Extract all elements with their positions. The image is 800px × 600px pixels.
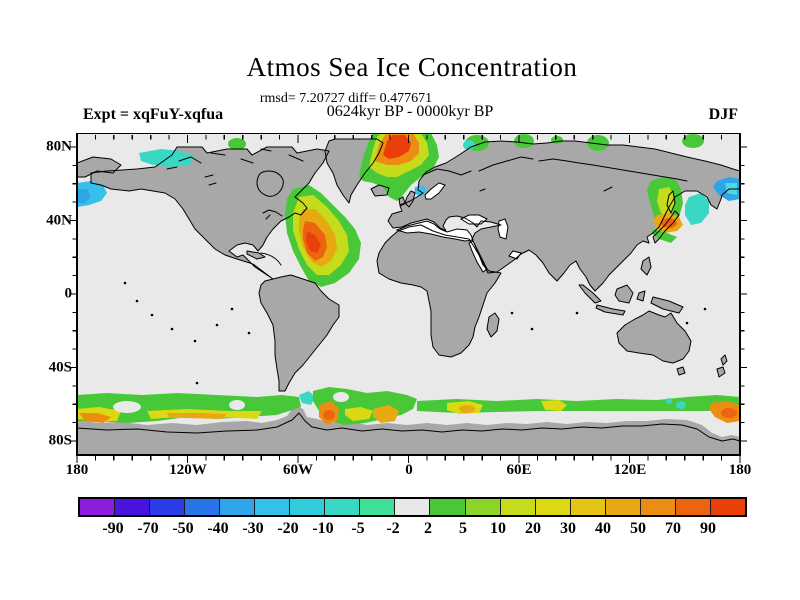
axis-ticks — [70, 135, 747, 463]
band-gap-1 — [113, 401, 141, 413]
stats-line: rmsd= 7.20727 diff= 0.477671 — [259, 91, 433, 106]
anomaly-band-right-yellow2 — [541, 400, 567, 411]
colorbar-segment — [500, 499, 536, 515]
colorbar-label: 5 — [459, 520, 467, 537]
colorbar-segment — [570, 499, 606, 515]
colorbar-segment — [710, 499, 745, 515]
colorbar-label: -2 — [386, 520, 400, 537]
colorbar-label: 70 — [665, 520, 681, 537]
colorbar-label: -20 — [277, 520, 299, 537]
arctic-lakes — [204, 174, 613, 192]
colorbar-segment — [605, 499, 641, 515]
colorbar-segment — [255, 499, 291, 515]
y-axis-label-40s: 40S — [48, 359, 72, 376]
hudson-bay-outline — [256, 170, 284, 197]
colorbar-segment — [535, 499, 571, 515]
colorbar-segment — [465, 499, 501, 515]
x-axis-label-120w: 120W — [169, 462, 207, 478]
y-axis-label-40n: 40N — [46, 212, 72, 229]
colorbar-label: 2 — [424, 520, 432, 537]
colorbar-label: 40 — [595, 520, 611, 537]
y-axis-label-80n: 80N — [46, 138, 72, 155]
colorbar-segment — [640, 499, 676, 515]
colorbar-segment — [360, 499, 396, 515]
colorbar-label: -10 — [312, 520, 334, 537]
caspian-sea — [497, 218, 509, 240]
great-lakes-outline — [262, 209, 283, 220]
band-gap-3 — [333, 392, 349, 402]
world-map — [70, 133, 747, 463]
colorbar-label: 50 — [630, 520, 646, 537]
experiment-label: Expt = xqFuY-xqfua — [83, 106, 224, 123]
x-axis-label-120e: 120E — [613, 462, 647, 478]
anomaly-arctic-spot — [228, 138, 246, 150]
colorbar-segment — [430, 499, 466, 515]
anomaly-weddell-yellow — [345, 407, 373, 421]
archipelago-detail — [166, 148, 304, 170]
colorbar-label: -70 — [137, 520, 159, 537]
season-label: DJF — [708, 106, 738, 123]
colorbar-segment — [220, 499, 256, 515]
anomaly-siberia-3 — [551, 136, 563, 144]
x-axis-label-60w: 60W — [283, 462, 313, 478]
x-axis-label-180e: 180 — [728, 462, 752, 478]
colorbar-segment — [675, 499, 711, 515]
y-axis-label-0: 0 — [64, 285, 73, 302]
anomaly-band-left-orange2 — [167, 413, 227, 419]
colorbar-label: -50 — [172, 520, 194, 537]
colorbar-segment — [290, 499, 326, 515]
colorbar-label: 10 — [490, 520, 506, 537]
colorbar-segment — [150, 499, 186, 515]
anomaly-kamchatka-cyan — [685, 193, 709, 225]
period-line: 0624kyr BP - 0000kyr BP — [326, 103, 494, 120]
colorbar-segment — [325, 499, 361, 515]
coastlines — [77, 138, 740, 442]
anomaly-antarctic-band-right — [417, 395, 740, 413]
anomaly-siberia-2 — [514, 134, 534, 148]
anomaly-weddell-core1 — [323, 410, 335, 420]
colorbar-label: 90 — [700, 520, 716, 537]
antarctica-coastline — [77, 412, 740, 442]
colorbar-segment — [185, 499, 221, 515]
colorbar-label: -30 — [242, 520, 264, 537]
anomaly-norwegian-core — [383, 135, 411, 159]
anomaly-band-right-core — [721, 408, 737, 418]
anomaly-bering-west-core — [77, 189, 91, 203]
x-axis-label-60e: 60E — [506, 462, 532, 478]
anomaly-band-right-cyan1 — [676, 401, 686, 409]
anomaly-siberia-1-cyan — [463, 140, 475, 150]
plot-title: Atmos Sea Ice Concentration — [246, 52, 578, 82]
anomaly-band-left-orange1 — [79, 413, 111, 423]
colorbar-label: 20 — [525, 520, 541, 537]
anomaly-band-right-orange1 — [459, 405, 475, 413]
y-axis-label-80s: 80S — [48, 432, 72, 449]
anomaly-drake-cyan — [299, 391, 315, 405]
caribbean-arc — [260, 252, 282, 266]
anomaly-labrador-core — [306, 231, 321, 253]
colorbar-label: -40 — [207, 520, 229, 537]
colorbar-label: -5 — [351, 520, 365, 537]
colorbar-label: 30 — [560, 520, 576, 537]
colorbar — [78, 497, 747, 517]
colorbar-segment — [395, 499, 431, 515]
x-axis-label-0: 0 — [405, 462, 413, 478]
colorbar-segment — [80, 499, 116, 515]
anomaly-siberia-5 — [682, 134, 704, 148]
island-dots — [123, 281, 707, 385]
band-gap-2 — [229, 400, 245, 410]
baltic-sea — [424, 182, 446, 200]
anomaly-weddell-orange2 — [373, 405, 399, 423]
x-axis-label-180w: 180 — [65, 462, 89, 478]
siberia-real-coast — [422, 156, 688, 182]
colorbar-label: -90 — [102, 520, 124, 537]
colorbar-segment — [115, 499, 151, 515]
anomaly-band-right-cyan2 — [666, 398, 672, 404]
